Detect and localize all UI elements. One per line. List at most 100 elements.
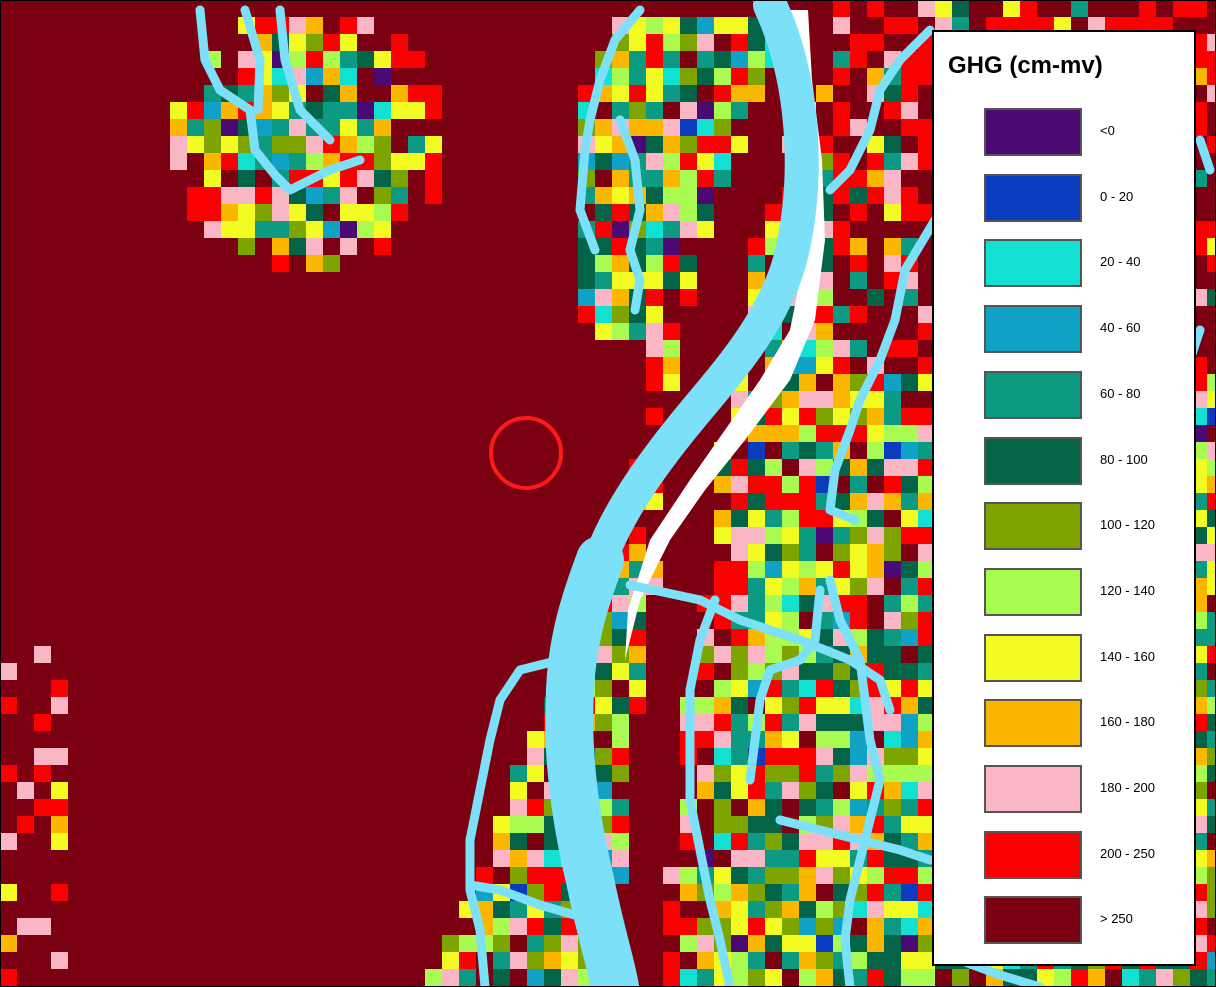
raster-cell — [731, 493, 748, 510]
raster-cell — [833, 697, 850, 714]
raster-cell — [340, 204, 357, 221]
raster-cell — [765, 748, 782, 765]
raster-cell — [884, 442, 901, 459]
raster-cell — [850, 170, 867, 187]
raster-cell — [782, 612, 799, 629]
raster-cell — [425, 102, 442, 119]
raster-cell — [748, 935, 765, 952]
raster-cell — [17, 918, 34, 935]
raster-cell — [612, 187, 629, 204]
raster-cell — [918, 663, 935, 680]
raster-cell — [748, 544, 765, 561]
raster-cell — [731, 731, 748, 748]
raster-cell — [782, 493, 799, 510]
raster-cell — [357, 204, 374, 221]
raster-cell — [748, 527, 765, 544]
raster-cell — [663, 85, 680, 102]
raster-cell — [901, 816, 918, 833]
raster-cell — [901, 663, 918, 680]
legend-swatch — [984, 567, 1082, 616]
raster-cell — [884, 629, 901, 646]
raster-cell — [612, 646, 629, 663]
raster-cell — [918, 748, 935, 765]
raster-cell — [748, 34, 765, 51]
raster-cell — [765, 595, 782, 612]
raster-cell — [850, 578, 867, 595]
raster-cell — [901, 17, 918, 34]
raster-cell — [782, 731, 799, 748]
raster-cell — [816, 731, 833, 748]
raster-cell — [289, 136, 306, 153]
raster-cell — [289, 119, 306, 136]
raster-cell — [748, 969, 765, 986]
legend-item: 20 - 40 — [934, 239, 1194, 291]
raster-cell — [918, 629, 935, 646]
raster-cell — [629, 544, 646, 561]
raster-cell — [748, 646, 765, 663]
raster-cell — [1020, 17, 1037, 34]
raster-cell — [323, 68, 340, 85]
raster-cell — [0, 765, 17, 782]
stream — [825, 575, 885, 987]
raster-cell — [850, 612, 867, 629]
study-site-marker[interactable] — [489, 416, 563, 490]
raster-cell — [918, 153, 935, 170]
raster-cell — [799, 561, 816, 578]
raster-cell — [544, 867, 561, 884]
raster-cell — [816, 748, 833, 765]
raster-cell — [714, 901, 731, 918]
raster-cell — [1088, 17, 1105, 34]
raster-cell — [187, 136, 204, 153]
raster-cell — [680, 272, 697, 289]
raster-cell — [544, 952, 561, 969]
raster-cell — [306, 238, 323, 255]
raster-cell — [833, 221, 850, 238]
raster-cell — [255, 17, 272, 34]
raster-cell — [748, 238, 765, 255]
raster-cell — [867, 646, 884, 663]
raster-cell — [340, 238, 357, 255]
raster-cell — [714, 799, 731, 816]
raster-cell — [306, 204, 323, 221]
raster-cell — [782, 510, 799, 527]
raster-cell — [663, 867, 680, 884]
raster-cell — [459, 935, 476, 952]
raster-cell — [238, 204, 255, 221]
raster-cell — [748, 442, 765, 459]
raster-cell — [799, 663, 816, 680]
raster-cell — [17, 782, 34, 799]
raster-cell — [765, 918, 782, 935]
raster-cell — [697, 969, 714, 986]
raster-cell — [867, 969, 884, 986]
raster-cell — [510, 867, 527, 884]
raster-cell — [816, 935, 833, 952]
legend-swatch — [984, 173, 1082, 222]
raster-cell — [272, 102, 289, 119]
raster-cell — [510, 799, 527, 816]
raster-cell — [612, 68, 629, 85]
raster-cell — [884, 204, 901, 221]
raster-cell — [833, 153, 850, 170]
raster-cell — [646, 85, 663, 102]
raster-cell — [391, 170, 408, 187]
raster-cell — [663, 255, 680, 272]
raster-cell — [1207, 544, 1216, 561]
raster-cell — [510, 816, 527, 833]
raster-cell — [816, 782, 833, 799]
raster-cell — [527, 884, 544, 901]
raster-cell — [901, 102, 918, 119]
raster-cell — [867, 578, 884, 595]
raster-cell — [765, 782, 782, 799]
raster-cell — [765, 544, 782, 561]
raster-cell — [408, 136, 425, 153]
raster-cell — [850, 34, 867, 51]
raster-cell — [816, 714, 833, 731]
raster-cell — [731, 544, 748, 561]
raster-cell — [425, 969, 442, 986]
raster-cell — [850, 255, 867, 272]
raster-cell — [289, 204, 306, 221]
raster-cell — [884, 85, 901, 102]
raster-cell — [901, 748, 918, 765]
raster-cell — [918, 884, 935, 901]
